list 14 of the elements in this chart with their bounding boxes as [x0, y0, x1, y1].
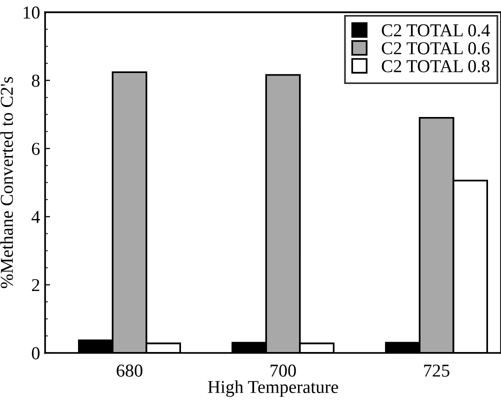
- legend-label: C2 TOTAL 0.4: [382, 24, 490, 37]
- legend-label: C2 TOTAL 0.8: [382, 60, 490, 72]
- y-tick-label: 8: [32, 74, 40, 87]
- y-tick-label: 0: [32, 347, 40, 360]
- x-tick-label: 700: [270, 364, 296, 377]
- y-tick-label: 6: [32, 142, 40, 155]
- x-tick-label: 725: [424, 364, 450, 377]
- x-axis-title: High Temperature: [208, 380, 338, 397]
- legend-label: C2 TOTAL 0.6: [382, 42, 490, 54]
- y-tick-label: 2: [32, 279, 40, 292]
- y-axis-title: %Methane Converted to C2's: [0, 77, 14, 288]
- y-tick-label: 4: [32, 211, 40, 223]
- x-tick-label: 680: [116, 364, 142, 377]
- y-tick-label: 10: [24, 6, 40, 19]
